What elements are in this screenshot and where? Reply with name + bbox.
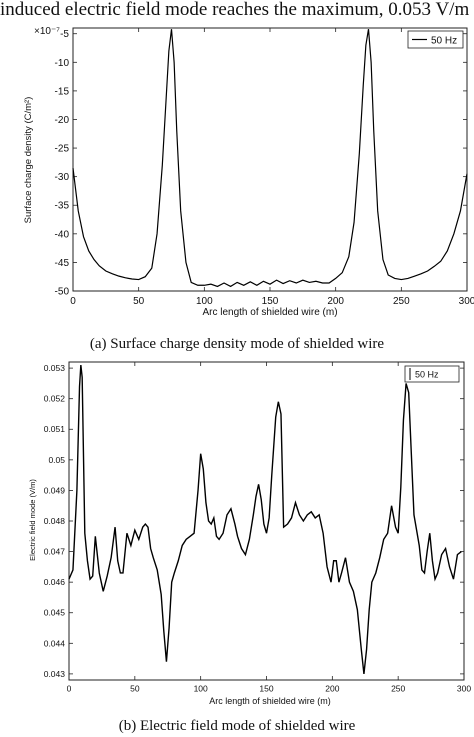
y-tick-label: -40 <box>55 229 70 240</box>
x-tick-label: 150 <box>262 296 279 307</box>
x-tick-label: 0 <box>70 296 76 307</box>
chart-b-x-ticks: 0 50 100 150 200 250 300 <box>67 362 471 694</box>
chart-b-legend-box <box>404 365 460 383</box>
chart-a-y-ticks: -5 -10 -15 -20 -25 -30 -35 -40 -45 -50 <box>55 29 467 298</box>
header-text: induced electric field mode reaches the … <box>0 0 469 20</box>
y-tick-label: 0.049 <box>44 485 66 495</box>
y-tick-label: 0.045 <box>44 608 66 618</box>
chart-b-caption: (b) Electric field mode of shielded wire <box>119 718 356 734</box>
chart-a-x-ticks: 0 50 100 150 200 250 300 <box>70 28 474 307</box>
chart-b-x-axis-label: Arc length of shielded wire (m) <box>209 696 331 706</box>
y-tick-label: -5 <box>60 29 69 40</box>
chart-a-plot-frame <box>72 27 468 292</box>
chart-b-y-axis-label: Electric field mode (V/m) <box>28 479 37 561</box>
chart-a-legend-label: 50 Hz <box>431 36 457 47</box>
y-tick-label: -20 <box>55 115 70 126</box>
y-tick-label: 0.051 <box>44 424 66 434</box>
chart-b-series-line <box>68 364 462 674</box>
chart-a-caption: (a) Surface charge density mode of shiel… <box>90 336 385 352</box>
y-tick-label: 0.05 <box>48 455 65 465</box>
y-tick-label: -35 <box>55 201 70 212</box>
y-tick-label: 0.046 <box>44 577 66 587</box>
y-tick-label: -15 <box>55 86 70 97</box>
y-tick-label: 0.048 <box>44 516 66 526</box>
y-tick-label: 0.053 <box>44 363 66 373</box>
chart-b: 0.0430.0440.0450.0460.0470.0480.0490.050… <box>28 361 471 734</box>
chart-a: -5 -10 -15 -20 -25 -30 -35 -40 -45 -50 0 50 100 150 2… <box>23 26 474 352</box>
chart-a-legend: 50 Hz <box>407 30 464 49</box>
x-tick-label: 50 <box>130 684 140 694</box>
y-tick-label: 0.044 <box>44 638 66 648</box>
chart-a-x-axis-label: Arc length of shielded wire (m) <box>202 307 337 318</box>
y-tick-label: -25 <box>55 144 70 155</box>
y-tick-label: 0.047 <box>44 547 66 557</box>
x-tick-label: 300 <box>459 296 474 307</box>
y-tick-label: 0.052 <box>44 394 66 404</box>
x-tick-label: 100 <box>196 296 213 307</box>
x-tick-label: 50 <box>133 296 145 307</box>
chart-a-legend-box <box>407 30 464 49</box>
chart-a-y-axis-label: Surface charge density (C/m²) <box>23 97 34 224</box>
chart-b-legend: 50 Hz <box>404 365 460 383</box>
x-tick-label: 200 <box>325 684 339 694</box>
x-tick-label: 0 <box>67 684 72 694</box>
y-tick-label: -45 <box>55 258 70 269</box>
chart-b-legend-label: 50 Hz <box>415 370 439 380</box>
chart-b-y-ticks: 0.043 0.044 0.045 0.046 0.047 0.048 0.049 0.05 0… <box>44 363 464 679</box>
x-tick-label: 200 <box>327 296 344 307</box>
x-tick-label: 250 <box>393 296 410 307</box>
y-tick-label: -30 <box>55 172 70 183</box>
x-tick-label: 250 <box>391 684 405 694</box>
y-tick-label: -50 <box>55 287 70 298</box>
y-tick-label: 0.043 <box>44 669 66 679</box>
x-tick-label: 150 <box>259 684 273 694</box>
y-tick-label: -10 <box>55 58 70 69</box>
x-tick-label: 300 <box>457 684 471 694</box>
chart-a-y-multiplier: ×10⁻⁷ <box>34 26 60 37</box>
x-tick-label: 100 <box>194 684 208 694</box>
chart-a-series-line <box>72 29 468 288</box>
